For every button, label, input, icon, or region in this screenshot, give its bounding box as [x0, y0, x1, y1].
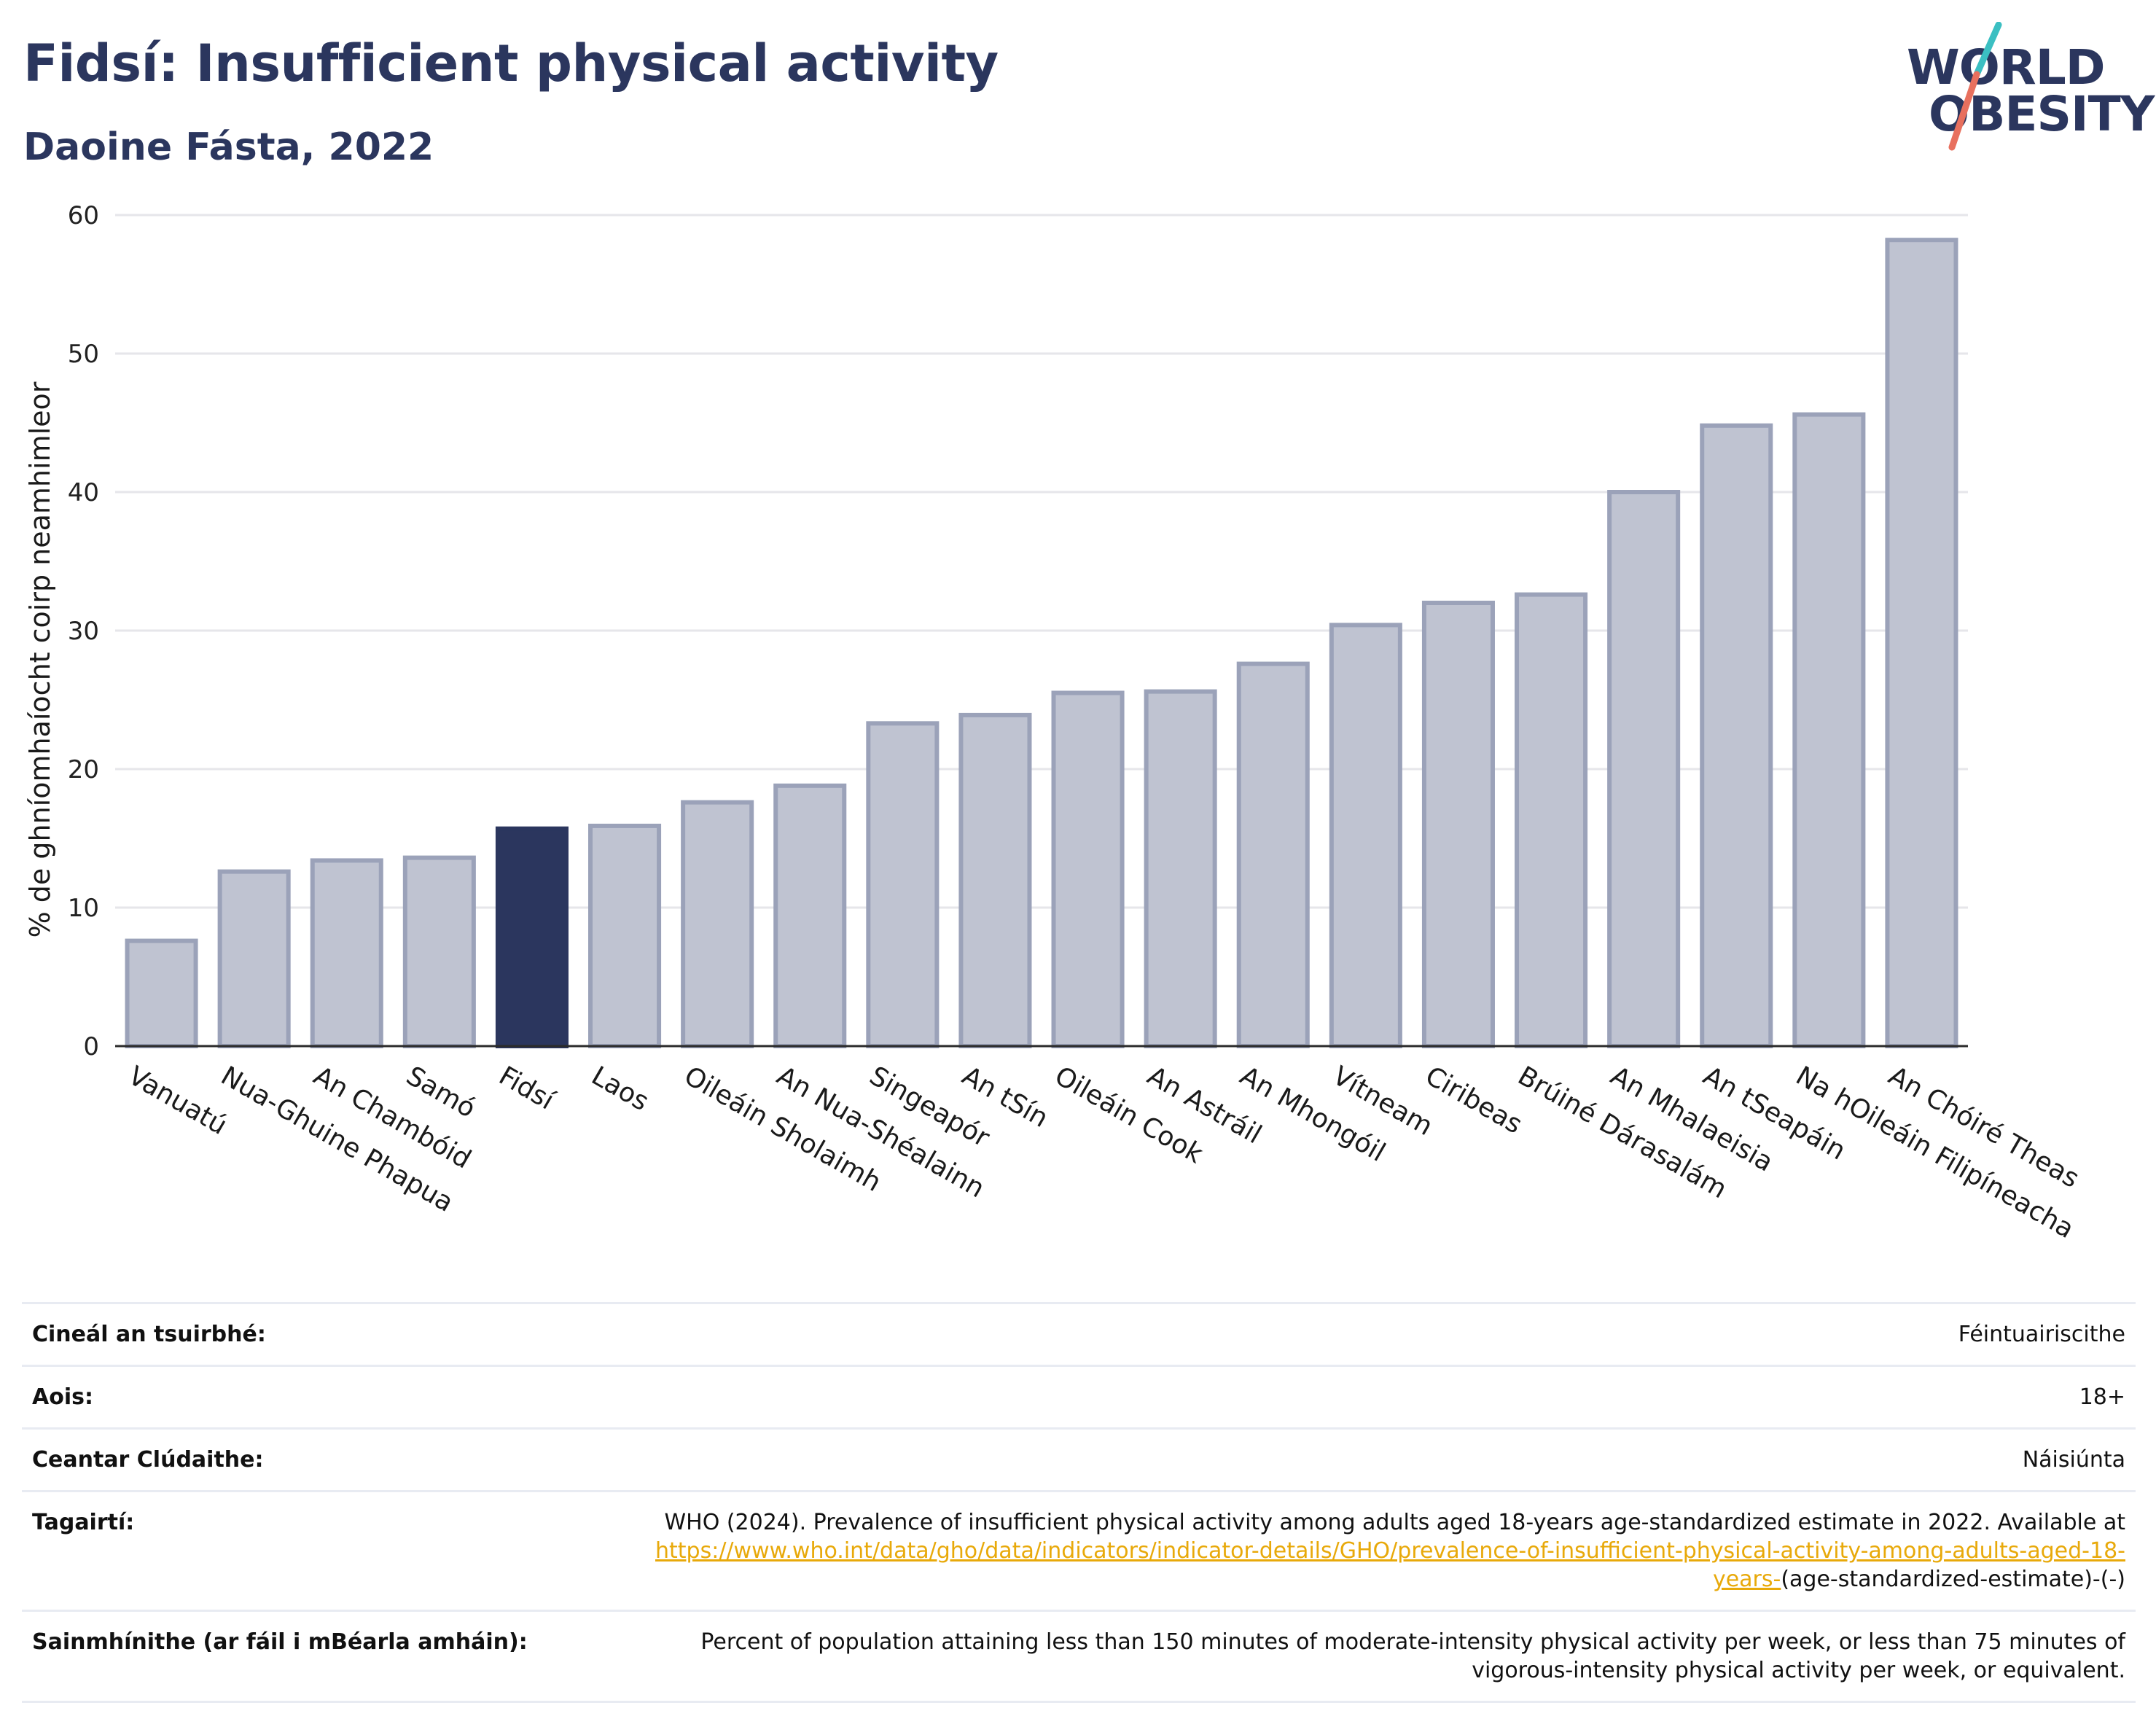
y-tick-labels: 0 10 20 30 40 50 60: [68, 201, 99, 1061]
bar: [1700, 423, 1773, 1048]
bar: [588, 823, 662, 1049]
bar: [1885, 238, 1958, 1049]
y-tick-label: 20: [68, 755, 99, 784]
logo-slash-icon: [1948, 22, 2002, 151]
reference-text-suffix: (age-standardized-estimate)-(-): [1781, 1567, 2125, 1592]
grid-lines: [115, 214, 1968, 909]
info-label: Sainmhínithe (ar fáil i mBéarla amháin):: [22, 1610, 596, 1703]
survey-info-table: Cineál an tsuirbhé: Féintuairiscithe Aoi…: [22, 1302, 2136, 1703]
y-axis-label: % de ghníomhaíocht coirp neamhimleor: [24, 381, 56, 937]
chart-subtitle: Daoine Fásta, 2022: [23, 125, 434, 169]
bar: [1421, 601, 1495, 1048]
info-row-definitions: Sainmhínithe (ar fáil i mBéarla amháin):…: [22, 1610, 2136, 1703]
bar: [1051, 690, 1125, 1048]
y-tick-label: 50: [68, 340, 99, 369]
bar: [773, 783, 847, 1048]
bar: [1515, 592, 1588, 1048]
x-tick-label: Ciribeas: [1420, 1061, 1527, 1139]
bar-highlighted: [495, 826, 569, 1048]
bar: [1607, 490, 1681, 1048]
info-label: Ceantar Clúdaithe:: [22, 1427, 596, 1492]
y-tick-label: 0: [83, 1032, 99, 1061]
info-label: Aois:: [22, 1365, 596, 1430]
y-tick-label: 40: [68, 478, 99, 507]
info-row-survey-type: Cineál an tsuirbhé: Féintuairiscithe: [22, 1302, 2136, 1367]
info-row-coverage: Ceantar Clúdaithe: Náisiúnta: [22, 1427, 2136, 1492]
y-tick-label: 60: [68, 201, 99, 230]
logo-word-world: WORLD: [1907, 39, 2106, 95]
y-tick-label: 30: [68, 617, 99, 646]
info-value: Náisiúnta: [596, 1427, 2136, 1492]
reference-link[interactable]: https://www.who.int/data/gho/data/indica…: [655, 1538, 2125, 1592]
bar: [1236, 661, 1310, 1048]
info-value: Percent of population attaining less tha…: [596, 1610, 2136, 1703]
bar: [866, 721, 940, 1048]
info-value: Féintuairiscithe: [596, 1302, 2136, 1367]
bar: [958, 712, 1032, 1049]
info-label: Tagairtí:: [22, 1490, 596, 1612]
bar: [217, 869, 291, 1048]
world-obesity-logo: WORLD OBESITY: [1895, 22, 2155, 153]
x-tick-label: Laos: [587, 1061, 654, 1117]
x-tick-label: Fidsí: [493, 1061, 559, 1116]
info-value: 18+: [596, 1365, 2136, 1430]
bar: [125, 938, 198, 1048]
bar: [402, 855, 476, 1048]
bar: [310, 858, 383, 1049]
reference-text: WHO (2024). Prevalence of insufficient p…: [664, 1510, 2125, 1535]
bar: [1329, 623, 1402, 1048]
info-label: Cineál an tsuirbhé:: [22, 1302, 596, 1367]
bar: [1144, 689, 1217, 1048]
x-tick-label: Vanuatú: [123, 1061, 232, 1141]
bars: [125, 238, 1958, 1049]
info-row-references: Tagairtí: WHO (2024). Prevalence of insu…: [22, 1490, 2136, 1612]
bar: [681, 800, 754, 1048]
chart-title: Fidsí: Insufficient physical activity: [23, 34, 999, 93]
bar: [1792, 412, 1866, 1049]
info-value: WHO (2024). Prevalence of insufficient p…: [596, 1490, 2136, 1612]
info-row-age: Aois: 18+: [22, 1365, 2136, 1430]
y-tick-label: 10: [68, 894, 99, 923]
